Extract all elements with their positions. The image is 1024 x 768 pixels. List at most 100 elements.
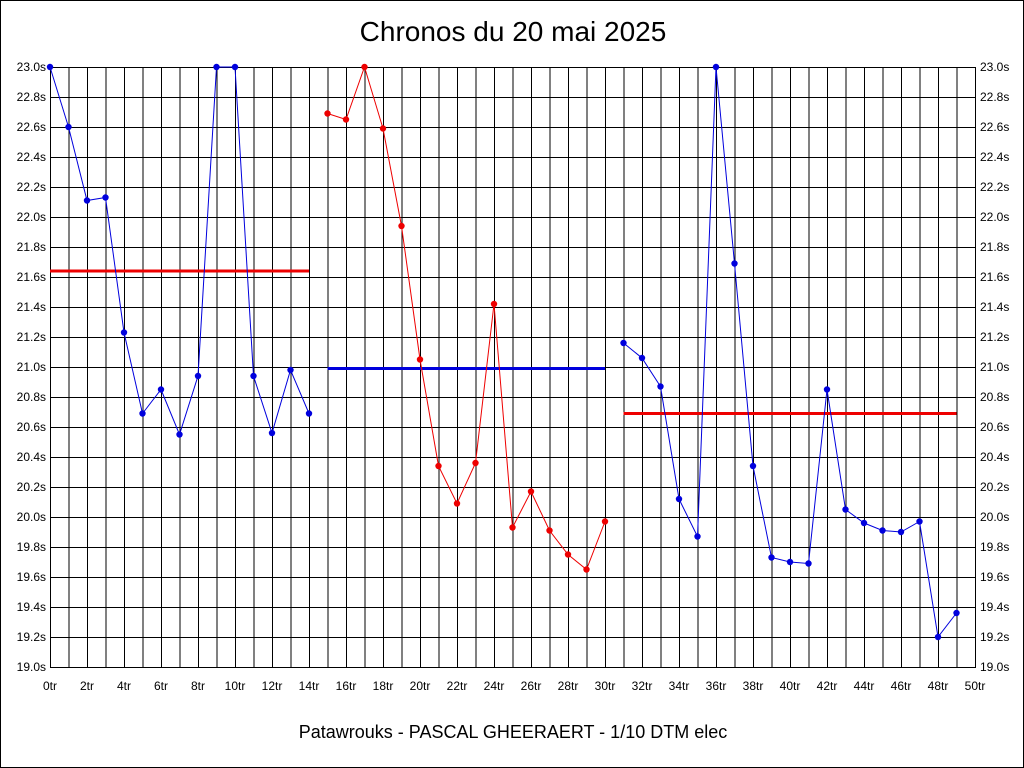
data-point [435, 462, 442, 470]
y-tick-label-left: 19.2s [17, 630, 46, 644]
data-point [398, 222, 405, 230]
x-tick-label: 0tr [43, 679, 57, 693]
y-tick-label-left: 19.8s [17, 540, 46, 554]
series-line-2 [327, 65, 606, 571]
data-point [250, 372, 257, 380]
y-tick-label-right: 19.6s [980, 570, 1009, 584]
y-tick-label-left: 20.2s [17, 480, 46, 494]
data-point [601, 518, 609, 525]
y-tick-label-left: 22.2s [17, 180, 46, 194]
y-tick-label-right: 20.4s [980, 450, 1009, 464]
data-point [842, 506, 849, 513]
y-tick-label-right: 19.4s [980, 600, 1009, 614]
data-point [83, 197, 91, 204]
y-tick-label-left: 22.4s [17, 150, 46, 164]
y-tick-label-right: 22.2s [980, 180, 1009, 194]
y-tick-label-right: 22.0s [980, 210, 1009, 224]
data-point [564, 551, 572, 558]
data-point [805, 560, 812, 567]
x-tick-label: 38tr [743, 679, 764, 693]
data-point [305, 410, 313, 417]
y-tick-label-right: 19.0s [980, 660, 1009, 674]
x-tick-label: 8tr [191, 679, 205, 693]
data-point [342, 116, 350, 123]
data-point [490, 300, 498, 308]
y-tick-label-left: 22.8s [17, 90, 46, 104]
y-tick-label-right: 22.6s [980, 120, 1009, 134]
y-tick-label-left: 20.0s [17, 510, 46, 524]
y-tick-label-right: 21.4s [980, 300, 1009, 314]
y-tick-label-left: 21.8s [17, 240, 46, 254]
y-tick-label-right: 20.0s [980, 510, 1009, 524]
data-point [675, 495, 683, 503]
y-tick-label-left: 21.2s [17, 330, 46, 344]
data-point [361, 63, 368, 71]
x-tick-label: 24tr [484, 679, 505, 693]
data-point [472, 459, 479, 467]
x-tick-label: 28tr [558, 679, 579, 693]
y-tick-label-left: 20.6s [17, 420, 46, 434]
data-point [916, 518, 923, 525]
x-tick-label: 50tr [965, 679, 986, 693]
y-tick-label-right: 22.4s [980, 150, 1009, 164]
y-tick-label-right: 20.6s [980, 420, 1009, 434]
x-tick-label: 36tr [706, 679, 727, 693]
y-tick-label-left: 20.8s [17, 390, 46, 404]
axis-labels: 19.0s 19.0s 19.2s 19.2s 19.4s 19.4s 19.6s 19.6s… [17, 60, 1010, 693]
chart-footer: Patawrouks - PASCAL GHEERAERT - 1/10 DTM… [298, 722, 728, 742]
x-tick-label: 22tr [447, 679, 468, 693]
x-tick-label: 12tr [262, 679, 283, 693]
data-point [934, 633, 942, 641]
data-point [46, 63, 54, 71]
data-point [620, 339, 627, 347]
grid-lines [50, 67, 976, 668]
x-tick-label: 26tr [521, 679, 542, 693]
y-tick-label-left: 21.4s [17, 300, 46, 314]
y-tick-label-left: 19.6s [17, 570, 46, 584]
data-point [749, 462, 757, 470]
data-point [379, 125, 387, 132]
data-point [879, 527, 886, 534]
data-point [416, 356, 424, 363]
data-point [694, 533, 701, 540]
x-tick-label: 16tr [336, 679, 357, 693]
data-point [176, 431, 183, 438]
y-tick-label-right: 21.8s [980, 240, 1009, 254]
data-point [65, 123, 72, 131]
y-tick-label-right: 21.6s [980, 270, 1009, 284]
y-tick-label-right: 20.8s [980, 390, 1009, 404]
x-tick-label: 18tr [373, 679, 394, 693]
y-tick-label-right: 23.0s [980, 60, 1009, 74]
data-point [157, 386, 165, 393]
y-tick-label-left: 21.6s [17, 270, 46, 284]
data-point [509, 524, 516, 531]
data-point [860, 519, 868, 527]
x-tick-label: 2tr [80, 679, 94, 693]
data-point [731, 260, 738, 267]
x-tick-label: 4tr [117, 679, 131, 693]
data-point [583, 566, 590, 573]
y-tick-label-right: 21.0s [980, 360, 1009, 374]
data-point [953, 609, 960, 617]
y-tick-label-right: 19.8s [980, 540, 1009, 554]
x-tick-label: 42tr [817, 679, 838, 693]
y-tick-label-left: 19.4s [17, 600, 46, 614]
y-tick-label-right: 19.2s [980, 630, 1009, 644]
y-tick-label-left: 19.0s [17, 660, 46, 674]
x-tick-label: 32tr [632, 679, 653, 693]
x-tick-label: 40tr [780, 679, 801, 693]
data-point [268, 429, 276, 437]
data-point [453, 500, 461, 507]
data-point [546, 527, 553, 534]
data-point [823, 386, 831, 393]
data-point [287, 366, 294, 374]
y-tick-label-left: 21.0s [17, 360, 46, 374]
chart-title: Chronos du 20 mai 2025 [359, 16, 667, 47]
data-point [897, 528, 905, 536]
data-point [231, 63, 239, 71]
x-tick-label: 20tr [410, 679, 431, 693]
y-tick-label-right: 21.2s [980, 330, 1009, 344]
x-tick-label: 10tr [225, 679, 246, 693]
x-tick-label: 14tr [299, 679, 320, 693]
